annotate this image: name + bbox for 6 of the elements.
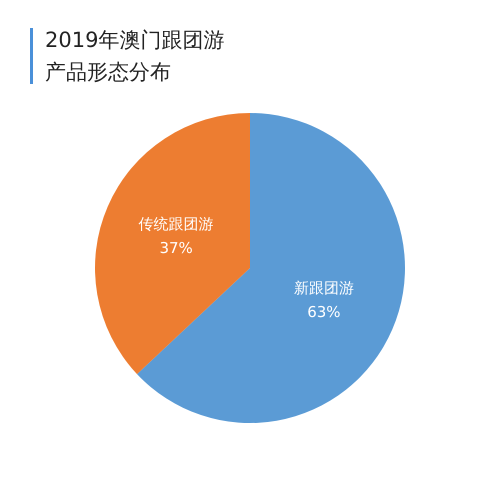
chart-title: 2019年澳门跟团游 [45,28,224,52]
chart-subtitle: 产品形态分布 [45,60,171,84]
data-label: 63% [307,302,341,321]
slice-label: 新跟团游 [294,278,354,297]
slice-label: 传统跟团游 [138,215,214,234]
data-label: 37% [159,239,193,258]
